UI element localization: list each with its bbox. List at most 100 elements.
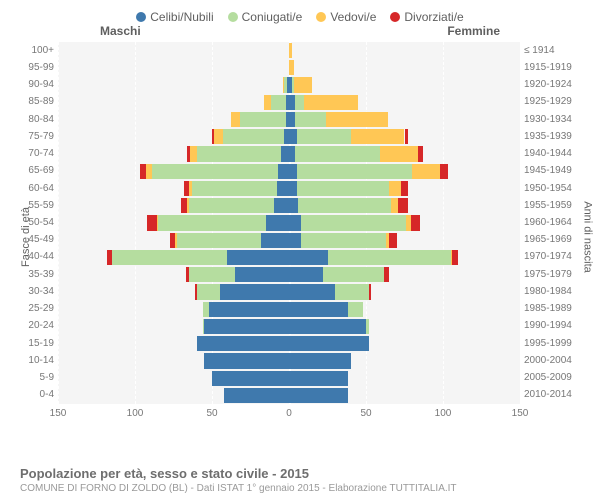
bar-segment <box>281 146 289 161</box>
age-row: 75-791935-1939 <box>58 128 520 145</box>
age-label: 0-4 <box>20 390 54 400</box>
x-tick: 0 <box>286 408 292 419</box>
bar-segment <box>369 284 371 299</box>
bar-segment <box>301 233 386 248</box>
bar-segment <box>189 198 274 213</box>
bar-segment <box>295 146 380 161</box>
bar-segment <box>220 284 289 299</box>
legend-label: Coniugati/e <box>242 10 303 24</box>
birth-year-label: 1915-1919 <box>524 63 580 73</box>
male-bar <box>58 214 289 231</box>
female-bar <box>289 352 520 369</box>
age-row: 25-291985-1989 <box>58 301 520 318</box>
age-row: 90-941920-1924 <box>58 76 520 93</box>
age-label: 95-99 <box>20 63 54 73</box>
male-bar <box>58 145 289 162</box>
bar-segment <box>204 353 289 368</box>
bar-segment <box>380 146 419 161</box>
birth-year-label: 1970-1974 <box>524 252 580 262</box>
age-row: 70-741940-1944 <box>58 145 520 162</box>
bar-segment <box>190 146 196 161</box>
age-label: 30-34 <box>20 287 54 297</box>
male-bar <box>58 76 289 93</box>
age-label: 45-49 <box>20 235 54 245</box>
bar-segment <box>440 164 448 179</box>
birth-year-label: 1935-1939 <box>524 132 580 142</box>
bar-segment <box>187 146 190 161</box>
birth-year-label: 1975-1979 <box>524 270 580 280</box>
birth-year-label: 2005-2009 <box>524 373 580 383</box>
age-label: 50-54 <box>20 218 54 228</box>
age-row: 40-441970-1974 <box>58 249 520 266</box>
bar-segment <box>289 164 297 179</box>
females-label: Femmine <box>447 24 500 38</box>
age-label: 55-59 <box>20 201 54 211</box>
female-bar <box>289 283 520 300</box>
x-tick: 150 <box>50 408 67 419</box>
female-bar <box>289 128 520 145</box>
female-bar <box>289 214 520 231</box>
legend-swatch <box>136 12 146 22</box>
footer: Popolazione per età, sesso e stato civil… <box>20 466 580 494</box>
bar-segment <box>204 319 289 334</box>
bar-segment <box>295 112 326 127</box>
bar-segment <box>283 77 285 92</box>
birth-year-label: 1930-1934 <box>524 115 580 125</box>
female-bar <box>289 232 520 249</box>
bar-segment <box>231 112 240 127</box>
chart-title: Popolazione per età, sesso e stato civil… <box>20 466 580 481</box>
bar-segment <box>271 95 286 110</box>
bar-segment <box>294 77 312 92</box>
female-bar <box>289 145 520 162</box>
age-label: 15-19 <box>20 339 54 349</box>
birth-year-label: 1920-1924 <box>524 80 580 90</box>
female-bar <box>289 163 520 180</box>
male-bar <box>58 283 289 300</box>
bar-segment <box>235 267 289 282</box>
birth-year-label: 2010-2014 <box>524 390 580 400</box>
bar-segment <box>264 95 270 110</box>
female-bar <box>289 301 520 318</box>
birth-year-label: 1965-1969 <box>524 235 580 245</box>
x-tick: 100 <box>435 408 452 419</box>
age-row: 60-641950-1954 <box>58 180 520 197</box>
birth-year-label: 1980-1984 <box>524 287 580 297</box>
bar-segment <box>140 164 146 179</box>
male-bar <box>58 301 289 318</box>
bar-segment <box>278 164 289 179</box>
bar-segment <box>391 198 399 213</box>
male-bar <box>58 128 289 145</box>
female-bar <box>289 197 520 214</box>
age-row: 100+≤ 1914 <box>58 42 520 59</box>
bar-segment <box>401 181 407 196</box>
bar-segment <box>184 181 189 196</box>
bar-segment <box>297 164 413 179</box>
male-bar <box>58 370 289 387</box>
age-label: 85-89 <box>20 97 54 107</box>
female-bar <box>289 318 520 335</box>
age-row: 15-191995-1999 <box>58 335 520 352</box>
age-label: 35-39 <box>20 270 54 280</box>
age-label: 65-69 <box>20 166 54 176</box>
bar-segment <box>304 95 358 110</box>
legend-label: Divorziati/e <box>404 10 463 24</box>
age-label: 40-44 <box>20 252 54 262</box>
gridline <box>520 42 521 404</box>
age-label: 70-74 <box>20 149 54 159</box>
male-bar <box>58 352 289 369</box>
female-bar <box>289 111 520 128</box>
chart-area: Fasce di età Anni di nascita 100+≤ 19149… <box>20 42 580 432</box>
birth-year-label: ≤ 1914 <box>524 46 580 56</box>
bar-segment <box>405 129 408 144</box>
bar-segment <box>157 215 159 230</box>
males-label: Maschi <box>100 24 141 38</box>
bar-segment <box>197 284 220 299</box>
bar-segment <box>289 250 328 265</box>
birth-year-label: 1990-1994 <box>524 321 580 331</box>
female-bar <box>289 249 520 266</box>
age-label: 75-79 <box>20 132 54 142</box>
female-bar <box>289 76 520 93</box>
legend-label: Vedovi/e <box>330 10 376 24</box>
bar-segment <box>261 233 289 248</box>
male-bar <box>58 111 289 128</box>
